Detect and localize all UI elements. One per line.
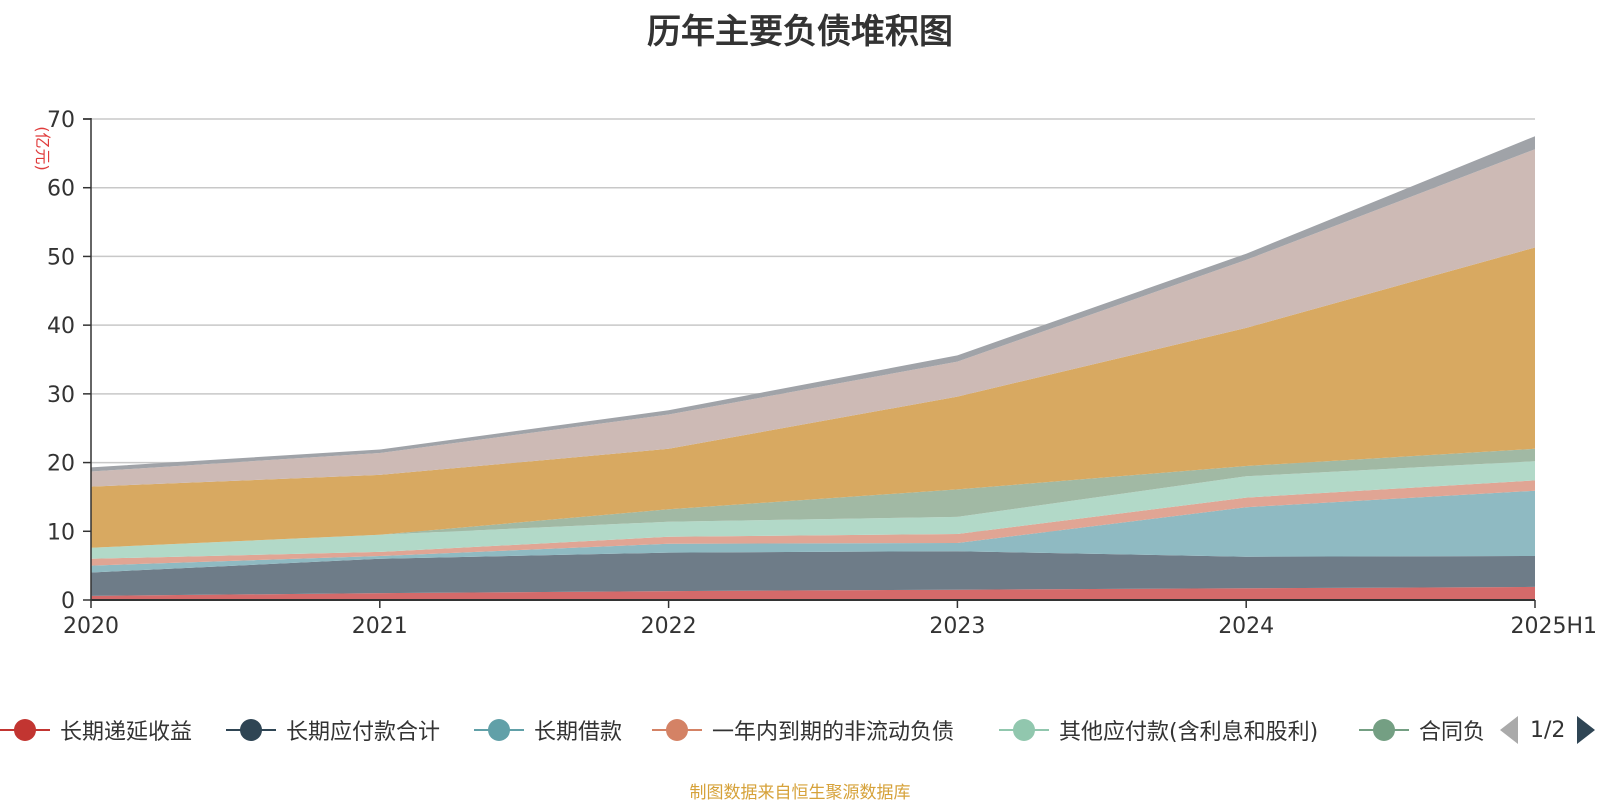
y-tick-label: 10 [47, 520, 75, 545]
legend-marker-icon [0, 717, 50, 743]
x-tick-label: 2020 [63, 614, 119, 639]
area-合同负 [91, 448, 1535, 548]
legend-item[interactable]: 长期应付款合计 [226, 712, 440, 748]
legend-marker-icon [652, 717, 702, 743]
area-长期借款 [91, 490, 1535, 573]
y-tick-labels: 0 10 20 30 40 50 60 70 [47, 108, 75, 614]
y-tick-label: 30 [47, 383, 75, 408]
x-tick-label: 2023 [929, 614, 985, 639]
legend-marker-icon [226, 717, 276, 743]
x-tick-label: 2024 [1218, 614, 1274, 639]
y-tick-label: 50 [47, 245, 75, 270]
area-长期递延收益 [91, 586, 1535, 600]
legend-items: 长期递延收益 长期应付款合计 长期借款 一年内到期的非流动负债 其他应付款(含利息和股利… [0, 712, 1486, 748]
x-tick-label: 2025H1 [1510, 614, 1597, 639]
legend-label: 其他应付款(含利息和股利) [1059, 720, 1319, 745]
data-source-note: 制图数据来自恒生聚源数据库 [689, 783, 911, 803]
legend-page-indicator: 1/2 [1530, 717, 1566, 743]
y-tick-label: 0 [61, 589, 75, 614]
x-tick-label: 2021 [352, 614, 408, 639]
area-其他应付款(含利息和股利) [91, 461, 1535, 559]
y-tick-label: 70 [47, 108, 75, 133]
area-series [91, 247, 1535, 548]
legend-label: 长期递延收益 [60, 720, 193, 745]
legend-label: 一年内到期的非流动负债 [712, 720, 955, 745]
x-tick-label: 2022 [641, 614, 697, 639]
legend-next-page-icon[interactable] [1577, 716, 1596, 744]
legend-item[interactable]: 长期递延收益 [0, 712, 192, 748]
legend-item[interactable]: 其他应付款(含利息和股利) [999, 712, 1318, 748]
y-tick-label: 20 [47, 452, 75, 477]
legend-pager: 1/2 [1500, 712, 1596, 748]
legend-label: 长期借款 [534, 720, 623, 745]
y-tick-label: 40 [47, 314, 75, 339]
stacked-area-chart: 0 10 20 30 40 50 60 70 2020 2021 2022 2023 2024 2025… [47, 108, 1597, 639]
legend-marker-icon [999, 717, 1049, 743]
y-tick-label: 60 [47, 177, 75, 202]
legend-item[interactable]: 合同负 [1359, 712, 1485, 748]
chart-title: 历年主要负债堆积图 [647, 12, 953, 52]
area-一年内到期的非流动负债 [91, 480, 1535, 566]
legend-label: 长期应付款合计 [286, 720, 441, 745]
legend-prev-page-icon[interactable] [1500, 716, 1518, 744]
legend-item[interactable]: 长期借款 [474, 712, 622, 748]
area-series [91, 136, 1535, 600]
x-tick-labels: 2020 2021 2022 2023 2024 2025H1 [63, 614, 1597, 639]
legend-item[interactable]: 一年内到期的非流动负债 [652, 712, 954, 748]
axes [83, 118, 1536, 608]
legend-label: 合同负 [1419, 720, 1486, 745]
legend: 长期递延收益 长期应付款合计 长期借款 一年内到期的非流动负债 其他应付款(含利息和股利… [0, 712, 1600, 748]
legend-marker-icon [1359, 717, 1409, 743]
legend-marker-icon [474, 717, 524, 743]
area-长期应付款合计 [91, 551, 1535, 596]
area-series [91, 149, 1535, 487]
